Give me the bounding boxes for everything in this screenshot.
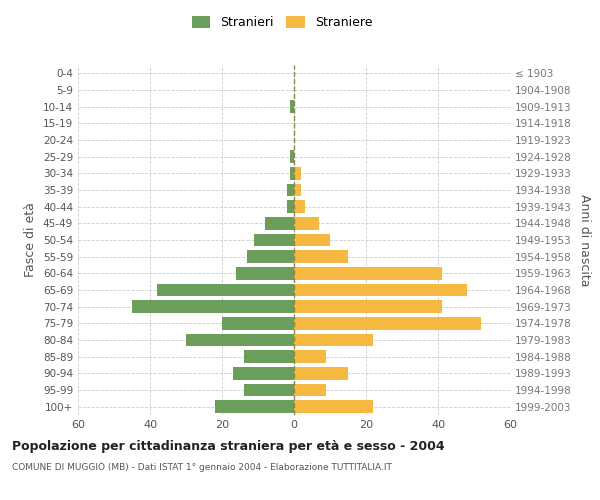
Bar bbox=[247, 250, 294, 263]
Bar bbox=[244, 384, 294, 396]
Bar bbox=[244, 350, 294, 363]
Bar bbox=[294, 250, 348, 263]
Text: COMUNE DI MUGGIÒ (MB) - Dati ISTAT 1° gennaio 2004 - Elaborazione TUTTITALIA.IT: COMUNE DI MUGGIÒ (MB) - Dati ISTAT 1° ge… bbox=[12, 462, 392, 472]
Bar bbox=[294, 167, 301, 179]
Bar bbox=[157, 284, 294, 296]
Bar bbox=[222, 317, 294, 330]
Bar bbox=[254, 234, 294, 246]
Bar bbox=[215, 400, 294, 413]
Bar bbox=[287, 184, 294, 196]
Bar bbox=[294, 284, 467, 296]
Y-axis label: Anni di nascita: Anni di nascita bbox=[578, 194, 591, 286]
Bar bbox=[186, 334, 294, 346]
Y-axis label: Fasce di età: Fasce di età bbox=[25, 202, 37, 278]
Text: Popolazione per cittadinanza straniera per età e sesso - 2004: Popolazione per cittadinanza straniera p… bbox=[12, 440, 445, 453]
Bar bbox=[265, 217, 294, 230]
Bar bbox=[294, 184, 301, 196]
Bar bbox=[287, 200, 294, 213]
Bar bbox=[294, 200, 305, 213]
Bar bbox=[132, 300, 294, 313]
Bar bbox=[294, 300, 442, 313]
Bar bbox=[290, 100, 294, 113]
Bar bbox=[294, 350, 326, 363]
Bar bbox=[294, 367, 348, 380]
Bar bbox=[236, 267, 294, 280]
Bar bbox=[294, 400, 373, 413]
Legend: Stranieri, Straniere: Stranieri, Straniere bbox=[187, 11, 377, 34]
Bar bbox=[294, 334, 373, 346]
Bar bbox=[294, 234, 330, 246]
Bar bbox=[294, 384, 326, 396]
Bar bbox=[294, 217, 319, 230]
Bar bbox=[294, 267, 442, 280]
Bar bbox=[233, 367, 294, 380]
Bar bbox=[290, 150, 294, 163]
Bar bbox=[294, 317, 481, 330]
Bar bbox=[290, 167, 294, 179]
